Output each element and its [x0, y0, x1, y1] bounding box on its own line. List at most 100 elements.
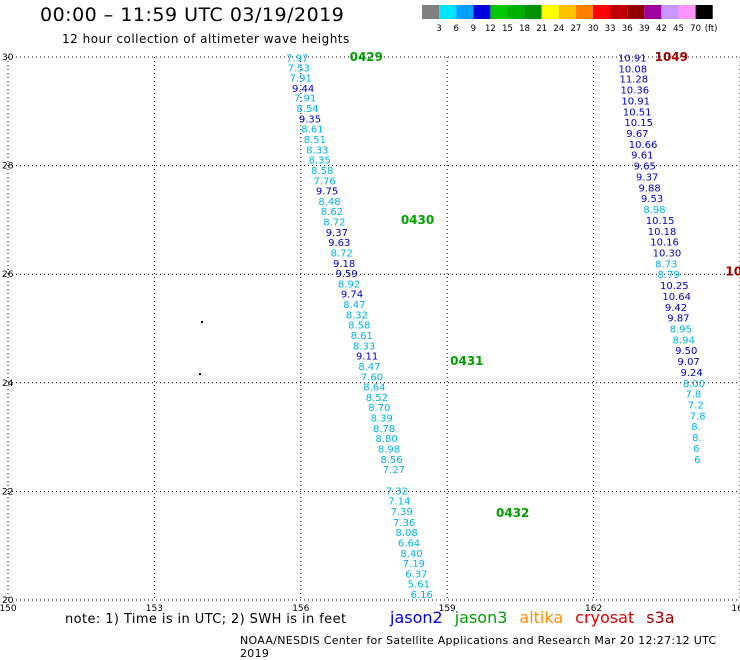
y-tick-label: 30 — [2, 53, 14, 63]
colorbar-swatch — [678, 5, 696, 19]
pass-time-label: 0429 — [350, 50, 383, 64]
wave-height-label: 9.50 — [675, 346, 697, 357]
x-tick-label: 159 — [439, 604, 456, 614]
wave-height-label: 6.64 — [398, 538, 420, 549]
colorbar-label: 21 — [536, 24, 547, 34]
colorbar-swatch — [558, 5, 576, 19]
colorbar-label: 70 — [690, 24, 701, 34]
wave-height-label: 8.98 — [643, 205, 665, 216]
colorbar-label: 42 — [656, 24, 667, 34]
island-dot — [201, 321, 203, 323]
wave-height-label: 7.32 — [386, 486, 408, 497]
wave-height-label: 8.58 — [311, 166, 333, 177]
wave-height-label: 10.15 — [646, 216, 675, 227]
wave-height-label: 9.88 — [638, 183, 660, 194]
wave-height-label: 9.44 — [292, 84, 314, 95]
colorbar-swatch — [610, 5, 628, 19]
wave-height-label: 9.53 — [641, 194, 663, 205]
wave-height-label: 8. — [692, 433, 702, 444]
y-tick-label: 24 — [2, 379, 14, 389]
colorbar-label: 3 — [436, 24, 441, 34]
satellite-s3a: s3a — [646, 608, 675, 627]
wave-height-label: 10.18 — [648, 227, 677, 238]
wave-height-label: 7.14 — [388, 497, 410, 508]
wave-height-label: 8.51 — [304, 135, 326, 146]
colorbar-label: 39 — [639, 24, 650, 34]
wave-height-label: 7.19 — [403, 559, 425, 570]
wave-height-label: 8.61 — [351, 331, 373, 342]
wave-height-label: 9.42 — [665, 303, 687, 314]
pass-time-label: 1049 — [655, 50, 688, 64]
satellite-jason2: jason2 — [390, 608, 443, 627]
wave-height-label: 7.91 — [294, 94, 316, 105]
pass-time-label: 0430 — [401, 213, 434, 227]
wave-height-label: 8.72 — [331, 248, 353, 259]
wave-height-label: 8.00 — [683, 379, 705, 390]
island-dot — [199, 373, 201, 375]
colorbar-label: 30 — [588, 24, 599, 34]
wave-height-label: 10.08 — [618, 64, 647, 75]
colorbar-unit: (ft) — [705, 24, 718, 34]
wave-height-label: 6.16 — [411, 590, 433, 601]
wave-height-label: 8.39 — [371, 414, 393, 425]
wave-height-label: 9.61 — [631, 151, 653, 162]
x-tick-label: 150 — [0, 604, 17, 614]
wave-height-label: 8.92 — [338, 279, 360, 290]
y-tick-label: 28 — [2, 162, 14, 172]
colorbar-label: 27 — [570, 24, 581, 34]
colorbar-label: 18 — [519, 24, 530, 34]
wave-height-label: 9.37 — [636, 172, 658, 183]
wave-height-label: 8.98 — [378, 445, 400, 456]
colorbar-swatch — [507, 5, 525, 19]
x-tick-label: 165 — [731, 604, 740, 614]
wave-height-label: 10.64 — [662, 292, 691, 303]
wave-height-label: 7.39 — [391, 507, 413, 518]
pass-time-label: 1048 — [725, 264, 740, 278]
wave-height-label: 8.08 — [395, 528, 417, 539]
wave-height-label: 9.11 — [356, 352, 378, 363]
colorbar-label: 36 — [622, 24, 633, 34]
colorbar-swatch — [627, 5, 645, 19]
wave-height-label: 8.94 — [673, 335, 695, 346]
colorbar-label: 45 — [673, 24, 684, 34]
x-tick-label: 153 — [146, 604, 163, 614]
wave-height-label: 8.79 — [658, 270, 680, 281]
wave-height-label: 9.24 — [680, 368, 702, 379]
colorbar-swatch — [661, 5, 679, 19]
wave-height-label: 8.62 — [321, 207, 343, 218]
wave-height-label: 9.18 — [333, 259, 355, 270]
colorbar-swatch — [575, 5, 593, 19]
wave-height-label: 9.65 — [634, 162, 656, 173]
wave-height-label: 8.40 — [400, 549, 422, 560]
wave-height-label: 9.74 — [341, 290, 363, 301]
wave-height-label: 8.54 — [296, 104, 318, 115]
wave-height-label: 7.76 — [313, 176, 335, 187]
wave-height-label: 10.66 — [629, 140, 658, 151]
wave-height-label: 11.28 — [619, 75, 648, 86]
pass-time-label: 0432 — [496, 506, 529, 520]
colorbar-swatch — [422, 5, 440, 19]
wave-height-label: 8.47 — [343, 300, 365, 311]
wave-height-label: 7.91 — [290, 74, 312, 85]
wave-height-label: 8.48 — [318, 197, 340, 208]
wave-height-label: 10.36 — [620, 86, 649, 97]
wave-height-label: 9.75 — [316, 187, 338, 198]
wave-height-label: 8.78 — [373, 424, 395, 435]
colorbar-swatch — [456, 5, 474, 19]
wave-height-label: 6 — [693, 444, 699, 455]
colorbar-label: 15 — [502, 24, 513, 34]
colorbar-swatch — [695, 5, 713, 19]
colorbar-label: 6 — [453, 24, 458, 34]
wave-height-label: 8.32 — [346, 310, 368, 321]
satellite-altika: altika — [519, 608, 564, 627]
wave-height-label: 8. — [691, 422, 701, 433]
wave-height-label: 8.52 — [366, 393, 388, 404]
wave-height-label: 8.33 — [353, 341, 375, 352]
chart-title: 00:00 – 11:59 UTC 03/19/2019 — [40, 4, 345, 26]
colorbar-swatch — [541, 5, 559, 19]
pass-time-label: 0431 — [450, 354, 483, 368]
wave-height-label: 10.25 — [660, 281, 689, 292]
wave-height-label: 10.91 — [621, 96, 650, 107]
y-tick-label: 20 — [2, 596, 14, 606]
y-tick-label: 26 — [2, 270, 14, 280]
